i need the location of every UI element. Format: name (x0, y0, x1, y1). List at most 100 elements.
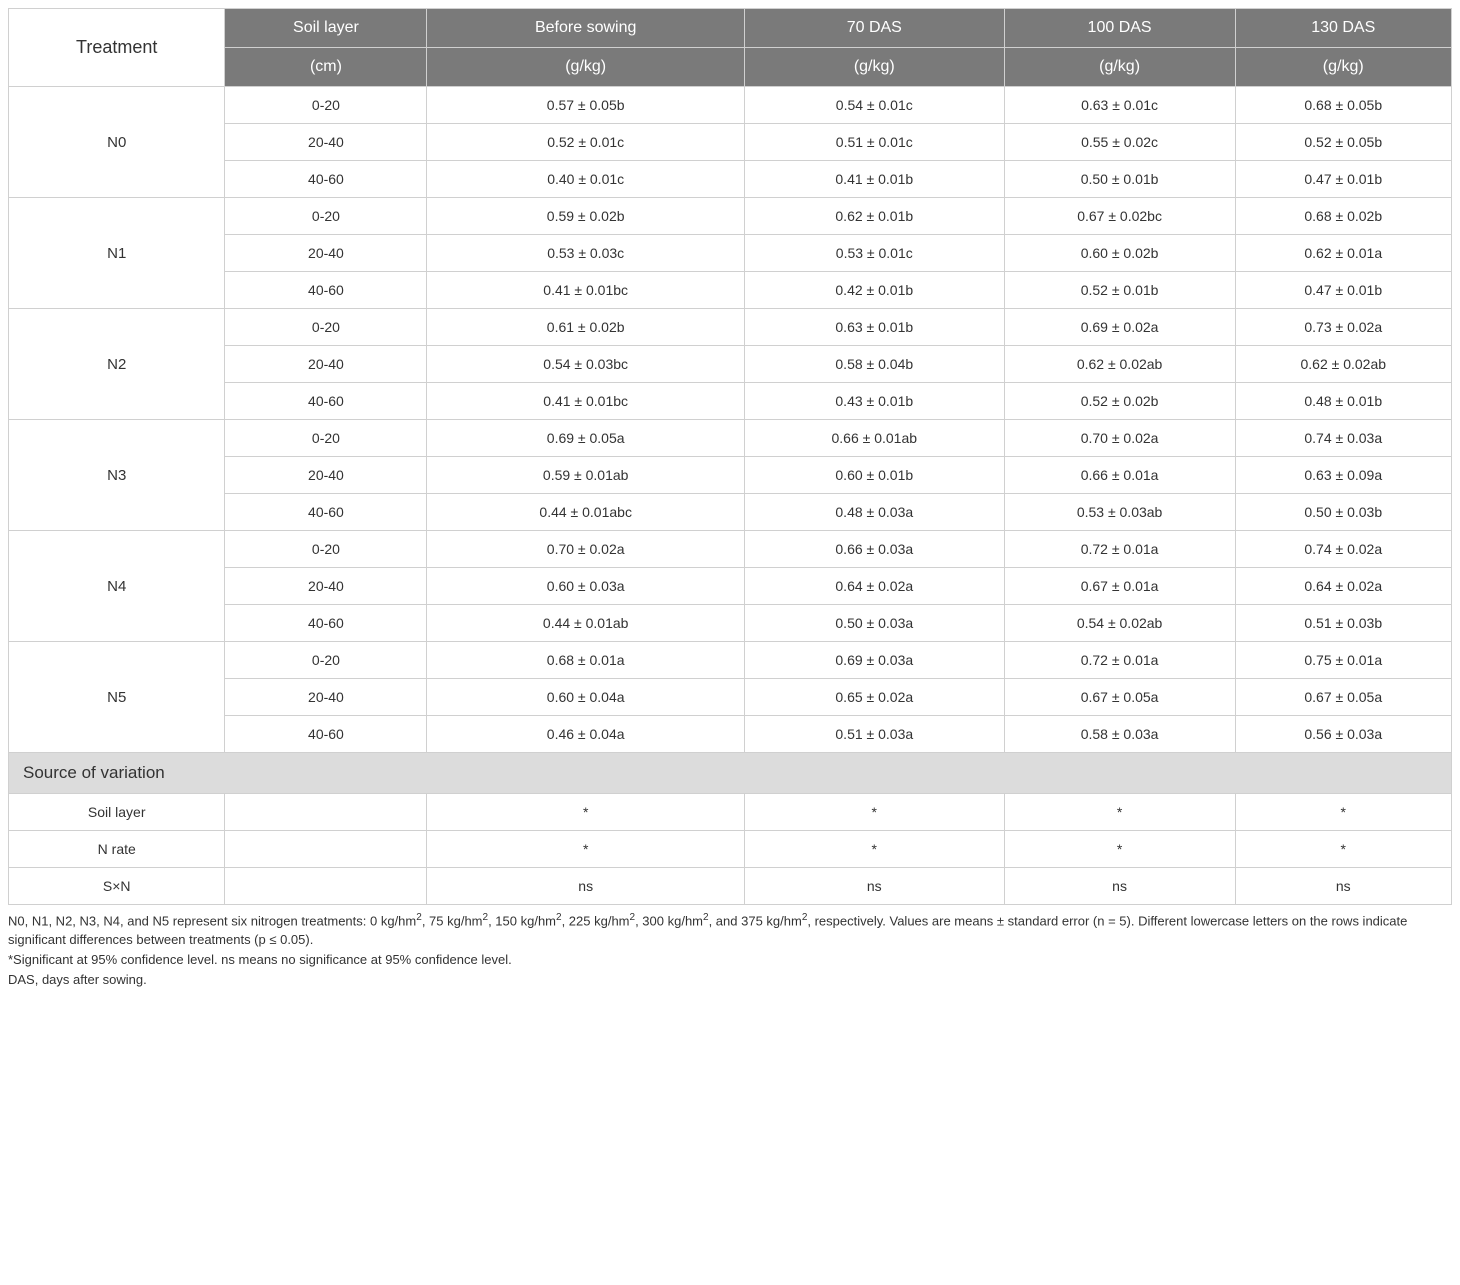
value-cell: 0.70 ± 0.02a (427, 531, 744, 568)
value-cell: 20-40 (225, 679, 427, 716)
value-cell: 0.63 ± 0.01b (744, 309, 1004, 346)
value-cell: 0.74 ± 0.02a (1235, 531, 1451, 568)
unit-gkg-3: (g/kg) (1004, 48, 1235, 87)
variation-header-cell: Source of variation (9, 753, 1452, 794)
value-cell: 20-40 (225, 346, 427, 383)
table-body: N00-200.57 ± 0.05b0.54 ± 0.01c0.63 ± 0.0… (9, 87, 1452, 905)
table-row: N20-200.61 ± 0.02b0.63 ± 0.01b0.69 ± 0.0… (9, 309, 1452, 346)
unit-gkg-4: (g/kg) (1235, 48, 1451, 87)
value-cell: 0.48 ± 0.01b (1235, 383, 1451, 420)
value-cell: 0.42 ± 0.01b (744, 272, 1004, 309)
value-cell: 0.53 ± 0.03c (427, 235, 744, 272)
value-cell: 0.54 ± 0.03bc (427, 346, 744, 383)
value-cell: 0.41 ± 0.01bc (427, 272, 744, 309)
footnote-line: *Significant at 95% confidence level. ns… (8, 951, 1452, 969)
treatment-cell: N0 (9, 87, 225, 198)
value-cell: 0.69 ± 0.05a (427, 420, 744, 457)
data-table: Treatment Soil layer Before sowing 70 DA… (8, 8, 1452, 905)
value-cell: 0-20 (225, 642, 427, 679)
value-cell: 0.43 ± 0.01b (744, 383, 1004, 420)
value-cell: 0.60 ± 0.04a (427, 679, 744, 716)
table-row: 20-400.59 ± 0.01ab0.60 ± 0.01b0.66 ± 0.0… (9, 457, 1452, 494)
variation-label: N rate (9, 831, 225, 868)
value-cell: 40-60 (225, 383, 427, 420)
col-100das: 100 DAS (1004, 9, 1235, 48)
value-cell: 0.44 ± 0.01ab (427, 605, 744, 642)
value-cell: 0.61 ± 0.02b (427, 309, 744, 346)
value-cell: 0.44 ± 0.01abc (427, 494, 744, 531)
value-cell: 0.67 ± 0.01a (1004, 568, 1235, 605)
value-cell: 40-60 (225, 605, 427, 642)
value-cell: 0.50 ± 0.03a (744, 605, 1004, 642)
value-cell: 0.54 ± 0.01c (744, 87, 1004, 124)
value-cell: 0.74 ± 0.03a (1235, 420, 1451, 457)
value-cell: 20-40 (225, 457, 427, 494)
variation-value: ns (1004, 868, 1235, 905)
value-cell: 0.59 ± 0.01ab (427, 457, 744, 494)
value-cell: 0.41 ± 0.01bc (427, 383, 744, 420)
value-cell: 0.68 ± 0.02b (1235, 198, 1451, 235)
value-cell: 0-20 (225, 87, 427, 124)
value-cell: 0.62 ± 0.01a (1235, 235, 1451, 272)
variation-value: * (744, 831, 1004, 868)
value-cell: 0.63 ± 0.01c (1004, 87, 1235, 124)
value-cell: 0.70 ± 0.02a (1004, 420, 1235, 457)
value-cell: 0-20 (225, 198, 427, 235)
footnotes: N0, N1, N2, N3, N4, and N5 represent six… (8, 911, 1452, 989)
value-cell: 20-40 (225, 568, 427, 605)
col-130das: 130 DAS (1235, 9, 1451, 48)
table-row: 20-400.53 ± 0.03c0.53 ± 0.01c0.60 ± 0.02… (9, 235, 1452, 272)
treatment-cell: N3 (9, 420, 225, 531)
value-cell: 0.51 ± 0.03b (1235, 605, 1451, 642)
value-cell: 0.47 ± 0.01b (1235, 161, 1451, 198)
value-cell: 0.66 ± 0.03a (744, 531, 1004, 568)
value-cell: 0.58 ± 0.03a (1004, 716, 1235, 753)
value-cell: 0.64 ± 0.02a (1235, 568, 1451, 605)
value-cell: 0.58 ± 0.04b (744, 346, 1004, 383)
value-cell: 0.52 ± 0.01c (427, 124, 744, 161)
table-row: N00-200.57 ± 0.05b0.54 ± 0.01c0.63 ± 0.0… (9, 87, 1452, 124)
value-cell: 0.69 ± 0.03a (744, 642, 1004, 679)
table-row: 40-600.41 ± 0.01bc0.43 ± 0.01b0.52 ± 0.0… (9, 383, 1452, 420)
variation-blank (225, 794, 427, 831)
value-cell: 0.55 ± 0.02c (1004, 124, 1235, 161)
value-cell: 0.48 ± 0.03a (744, 494, 1004, 531)
variation-value: * (1235, 831, 1451, 868)
value-cell: 0.41 ± 0.01b (744, 161, 1004, 198)
value-cell: 0.67 ± 0.02bc (1004, 198, 1235, 235)
table-row: 20-400.60 ± 0.04a0.65 ± 0.02a0.67 ± 0.05… (9, 679, 1452, 716)
table-row: 40-600.44 ± 0.01abc0.48 ± 0.03a0.53 ± 0.… (9, 494, 1452, 531)
value-cell: 0.62 ± 0.02ab (1004, 346, 1235, 383)
value-cell: 0.56 ± 0.03a (1235, 716, 1451, 753)
treatment-cell: N1 (9, 198, 225, 309)
value-cell: 0-20 (225, 531, 427, 568)
value-cell: 0.52 ± 0.01b (1004, 272, 1235, 309)
value-cell: 20-40 (225, 124, 427, 161)
value-cell: 0.52 ± 0.02b (1004, 383, 1235, 420)
value-cell: 40-60 (225, 716, 427, 753)
value-cell: 0.73 ± 0.02a (1235, 309, 1451, 346)
unit-gkg-2: (g/kg) (744, 48, 1004, 87)
variation-row: N rate**** (9, 831, 1452, 868)
table-row: 20-400.54 ± 0.03bc0.58 ± 0.04b0.62 ± 0.0… (9, 346, 1452, 383)
variation-value: ns (1235, 868, 1451, 905)
value-cell: 0-20 (225, 309, 427, 346)
table-row: N50-200.68 ± 0.01a0.69 ± 0.03a0.72 ± 0.0… (9, 642, 1452, 679)
value-cell: 0.52 ± 0.05b (1235, 124, 1451, 161)
value-cell: 0.60 ± 0.02b (1004, 235, 1235, 272)
value-cell: 0.46 ± 0.04a (427, 716, 744, 753)
value-cell: 0.50 ± 0.03b (1235, 494, 1451, 531)
variation-value: * (1235, 794, 1451, 831)
table-row: 40-600.44 ± 0.01ab0.50 ± 0.03a0.54 ± 0.0… (9, 605, 1452, 642)
value-cell: 20-40 (225, 235, 427, 272)
variation-blank (225, 868, 427, 905)
variation-row: Soil layer**** (9, 794, 1452, 831)
value-cell: 40-60 (225, 272, 427, 309)
value-cell: 40-60 (225, 161, 427, 198)
value-cell: 0.69 ± 0.02a (1004, 309, 1235, 346)
variation-value: * (427, 794, 744, 831)
table-row: N10-200.59 ± 0.02b0.62 ± 0.01b0.67 ± 0.0… (9, 198, 1452, 235)
table-row: N30-200.69 ± 0.05a0.66 ± 0.01ab0.70 ± 0.… (9, 420, 1452, 457)
value-cell: 0.60 ± 0.03a (427, 568, 744, 605)
value-cell: 40-60 (225, 494, 427, 531)
